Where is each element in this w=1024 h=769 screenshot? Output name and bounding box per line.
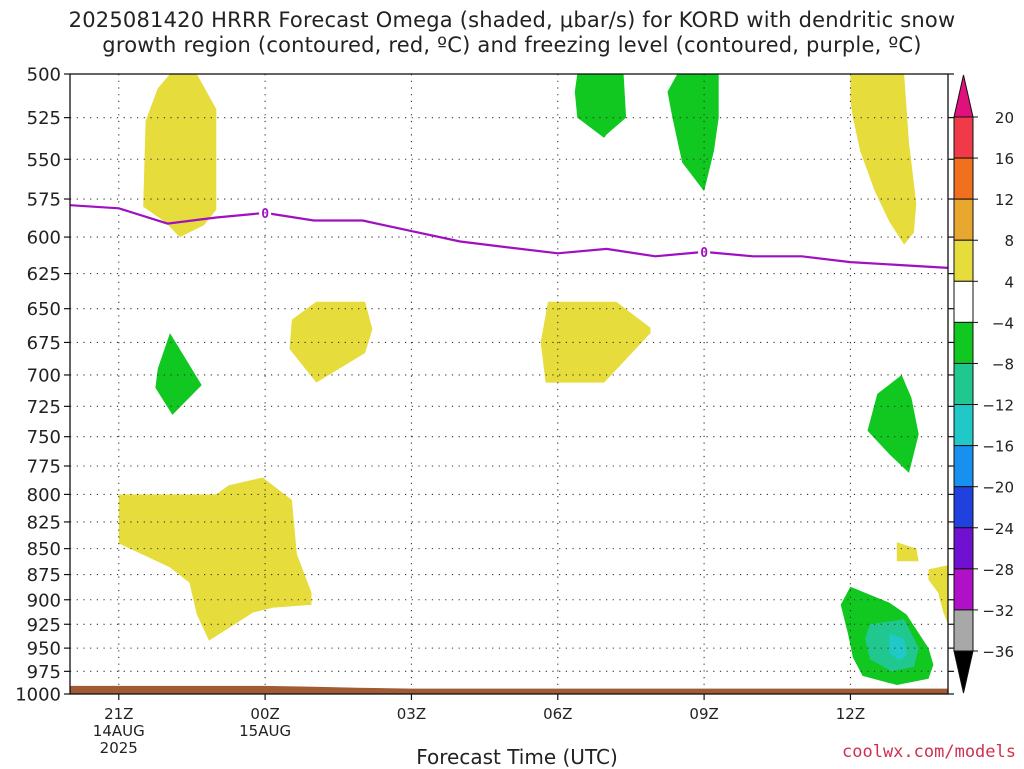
y-tick-label: 925 [27,615,61,636]
colorbar-label: 12 [995,191,1014,209]
y-tick-label: 975 [27,662,61,683]
x-tick-label: 09Z [689,705,718,723]
omega-region [928,565,948,625]
omega-region [540,301,651,383]
colorbar-bin [953,404,974,447]
y-tick-label: 850 [27,539,61,560]
omega-region [574,74,627,138]
colorbar-label: −16 [982,438,1014,456]
y-tick-label: 825 [27,512,61,533]
omega-region [289,301,373,383]
y-tick-label: 500 [27,65,61,86]
credit-link[interactable]: coolwx.com/models [842,742,1016,762]
plot-area: 00 [70,74,948,694]
omega-region [889,633,907,661]
x-axis-label: Forecast Time (UTC) [416,745,618,769]
colorbar-bottom-arrow [953,650,974,694]
colorbar-bin [953,321,974,364]
freezing-level-label-bg [698,243,711,259]
colorbar-bin [953,527,974,570]
y-tick-label: 775 [27,457,61,478]
colorbar-label: 8 [1004,232,1014,250]
chart-title-line-1: 2025081420 HRRR Forecast Omega (shaded, … [68,8,956,32]
freezing-level-label: 0 [700,246,708,261]
x-tick-label: 03Z [397,705,426,723]
x-tick-sublabel: 2025 [100,739,138,757]
colorbar-bin [953,362,974,406]
y-tick-label: 900 [27,590,61,611]
x-tick-sublabel: 14AUG [93,722,145,740]
x-tick-label: 06Z [543,705,572,723]
colorbar-label: −24 [982,520,1014,538]
y-tick-label: 875 [27,565,61,586]
x-tick-label: 21Z [104,705,133,723]
freezing-level-line [70,204,948,269]
omega-region [667,74,719,192]
colorbar-label: 4 [1004,273,1014,291]
y-tick-label: 650 [27,299,61,320]
colorbar-bin [953,116,974,159]
terrain-fill [70,685,948,694]
x-tick-label: 00Z [250,705,279,723]
y-tick-label: 625 [27,264,61,285]
colorbar-bin [953,239,974,282]
omega-region [118,477,312,641]
y-tick-label: 575 [27,190,61,211]
colorbar-bin [953,609,974,652]
colorbar-bin [953,280,974,323]
colorbar-label: −36 [982,643,1014,661]
y-tick-label: 800 [27,485,61,506]
colorbar-label: −8 [992,355,1014,373]
y-tick-label: 700 [27,365,61,386]
y-tick-label: 1000 [15,685,61,706]
colorbar-bin [953,157,974,200]
colorbar-label: −12 [982,397,1014,415]
omega-region [155,333,202,415]
omega-region [850,74,917,245]
plot-frame [69,73,949,695]
colorbar-bin [953,198,974,241]
y-tick-label: 525 [27,108,61,129]
colorbar-label: −32 [982,602,1014,620]
colorbar-bin [953,445,974,488]
colorbar-label: 20 [995,109,1014,127]
colorbar-label: 16 [995,150,1014,168]
x-tick-label: 12Z [836,705,865,723]
colorbar-top-arrow [953,74,974,118]
colorbar-label: −20 [982,479,1014,497]
chart-title-line-2: growth region (contoured, red, ºC) and f… [102,33,922,57]
colorbar-label: −4 [992,314,1014,332]
colorbar-bin [953,486,974,529]
colorbar-bin [953,568,974,611]
omega-region [867,375,919,473]
freezing-level-label-bg [259,204,272,220]
y-tick-label: 675 [27,333,61,354]
freezing-level-label: 0 [261,207,269,222]
x-tick-sublabel: 15AUG [239,722,291,740]
y-tick-label: 950 [27,639,61,660]
omega-region [896,542,919,562]
y-tick-label: 600 [27,228,61,249]
y-tick-label: 725 [27,397,61,418]
colorbar-label: −28 [982,561,1014,579]
omega-region [143,74,217,238]
y-tick-label: 750 [27,427,61,448]
y-tick-label: 550 [27,150,61,171]
